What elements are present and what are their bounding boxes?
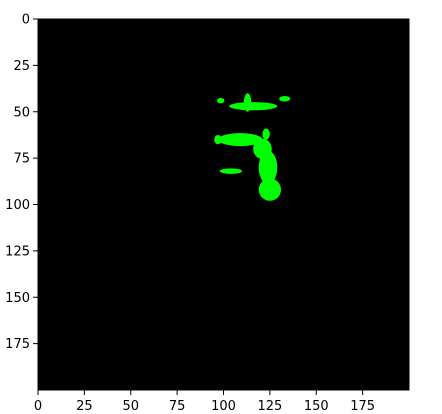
image-region-3	[279, 95, 291, 102]
image-region-6	[258, 150, 278, 185]
x-tick-label: 0	[34, 399, 42, 414]
image-region-9	[219, 168, 243, 174]
y-tick-label: 50	[13, 105, 30, 120]
x-tick-label: 75	[169, 399, 186, 414]
image-region-2	[217, 97, 225, 104]
x-tick-label: 150	[304, 399, 329, 414]
image-region-4	[217, 133, 263, 147]
y-tick-label: 150	[5, 291, 30, 306]
image-regions	[214, 93, 291, 201]
x-tick-label: 125	[257, 399, 282, 414]
y-tick-label: 125	[5, 244, 30, 259]
x-tick-label: 50	[122, 399, 139, 414]
y-tick-label: 0	[22, 13, 30, 28]
y-tick-label: 175	[5, 337, 30, 352]
image-region-1	[243, 93, 252, 112]
image-region-8	[262, 128, 270, 140]
x-tick-label: 175	[350, 399, 375, 414]
x-tick-label: 25	[76, 399, 93, 414]
axes: 0 25 50 75 100 125 150 175 0 25 50 75 100 125 150 175	[5, 13, 410, 414]
plot-area	[38, 19, 409, 390]
y-tick-label: 100	[5, 198, 30, 213]
image-region-0	[229, 102, 278, 111]
image-region-10	[214, 134, 222, 145]
y-tick-label: 75	[13, 152, 30, 167]
y-tick-label: 25	[13, 59, 30, 74]
x-tick-label: 100	[211, 399, 236, 414]
image-region-7	[258, 178, 282, 201]
